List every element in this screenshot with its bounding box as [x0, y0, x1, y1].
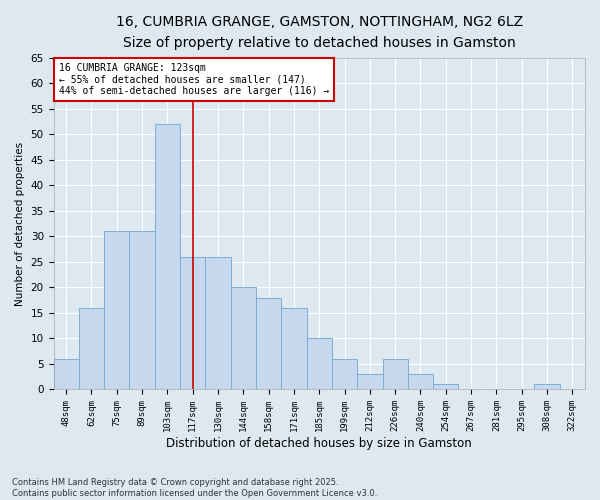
Bar — [307, 338, 332, 390]
Bar — [155, 124, 180, 390]
Bar — [281, 308, 307, 390]
Bar — [79, 308, 104, 390]
Bar — [53, 359, 79, 390]
Bar — [408, 374, 433, 390]
Text: 16 CUMBRIA GRANGE: 123sqm
← 55% of detached houses are smaller (147)
44% of semi: 16 CUMBRIA GRANGE: 123sqm ← 55% of detac… — [59, 62, 329, 96]
Bar — [357, 374, 383, 390]
Text: Contains HM Land Registry data © Crown copyright and database right 2025.
Contai: Contains HM Land Registry data © Crown c… — [12, 478, 377, 498]
Y-axis label: Number of detached properties: Number of detached properties — [15, 142, 25, 306]
Title: 16, CUMBRIA GRANGE, GAMSTON, NOTTINGHAM, NG2 6LZ
Size of property relative to de: 16, CUMBRIA GRANGE, GAMSTON, NOTTINGHAM,… — [116, 15, 523, 50]
Bar — [180, 257, 205, 390]
Bar — [383, 359, 408, 390]
Bar — [256, 298, 281, 390]
Bar — [535, 384, 560, 390]
Bar — [332, 359, 357, 390]
Bar — [205, 257, 230, 390]
Bar — [433, 384, 458, 390]
Bar — [104, 231, 130, 390]
Bar — [130, 231, 155, 390]
Bar — [230, 288, 256, 390]
X-axis label: Distribution of detached houses by size in Gamston: Distribution of detached houses by size … — [166, 437, 472, 450]
